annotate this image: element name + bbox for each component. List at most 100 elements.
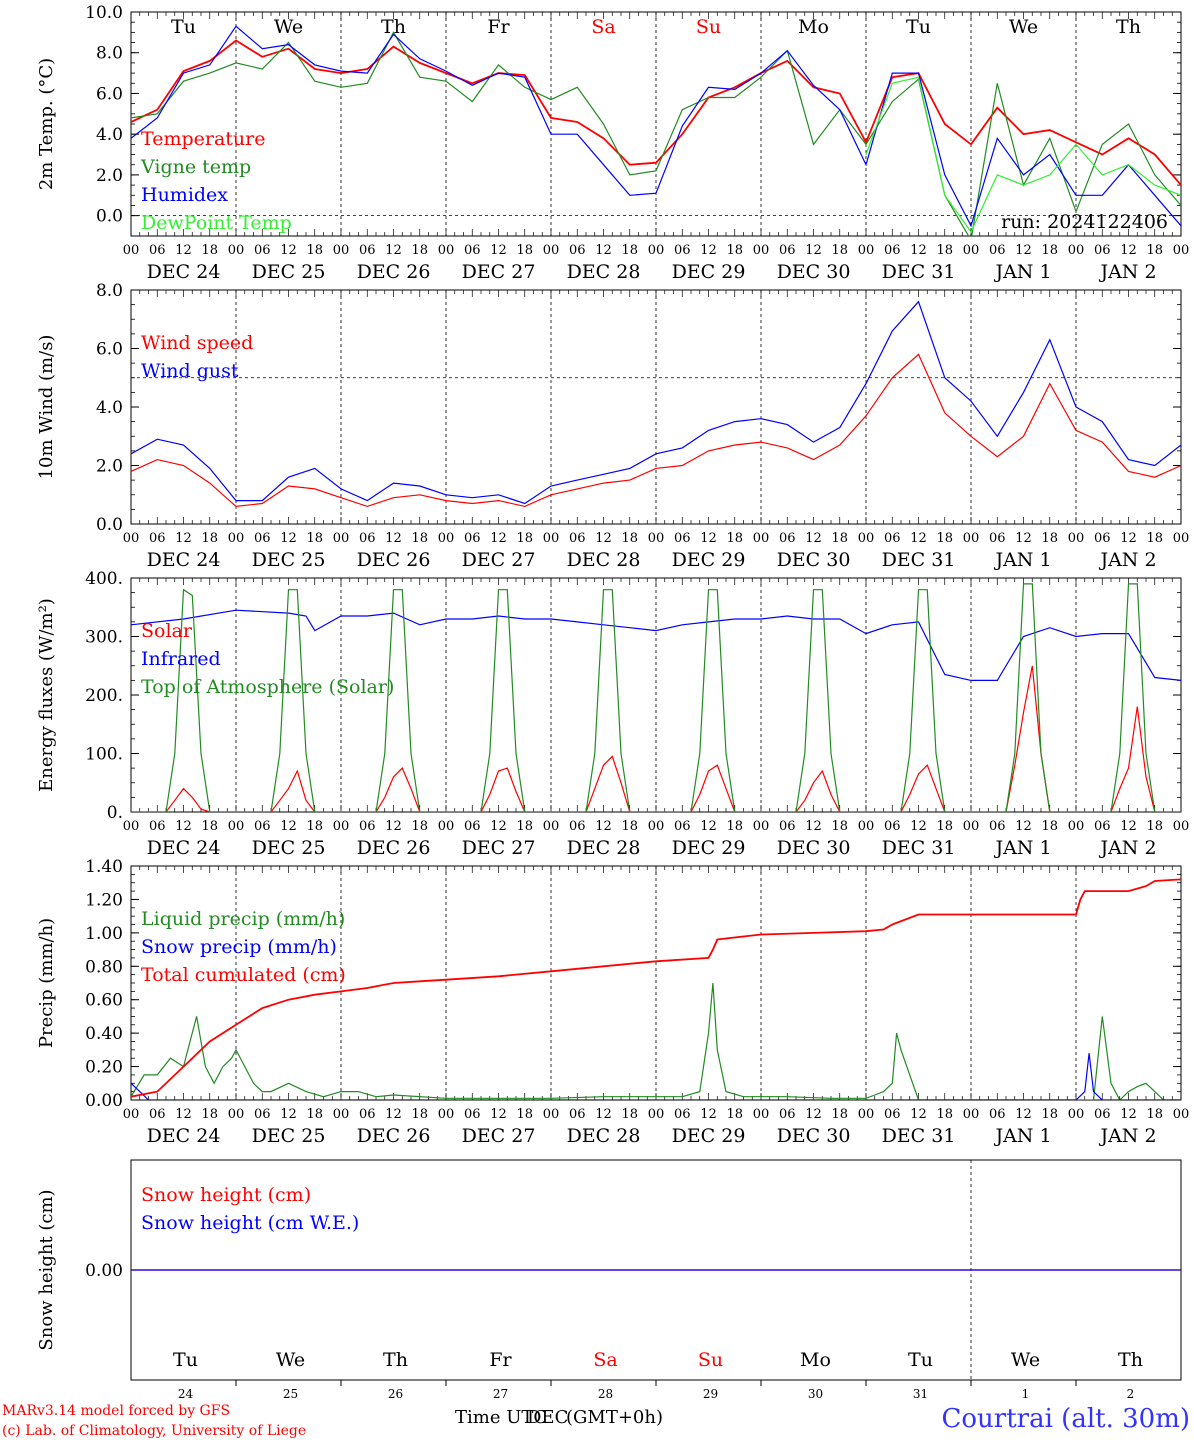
hour-label: 00 [438,531,455,546]
date-label: DEC 24 [147,549,221,571]
legend-entry: Snow height (cm) [141,1184,311,1206]
hour-label: 12 [175,243,192,258]
hour-label: 00 [648,819,665,834]
hour-label: 06 [989,243,1006,258]
date-label: DEC 25 [252,1125,326,1147]
hour-label: 00 [228,819,245,834]
hour-label: 12 [910,1107,927,1122]
date-label: DEC 29 [672,549,746,571]
y-tick-label: 8.0 [96,44,123,64]
y-tick-label: 0.00 [85,1261,123,1281]
legend-entry: Wind gust [141,360,239,382]
day-number-label: 30 [808,1387,823,1401]
weekday-label: Mo [798,16,829,38]
hour-label: 00 [1173,819,1190,834]
hour-label: 06 [569,243,586,258]
hour-label: 00 [438,1107,455,1122]
hour-label: 00 [858,819,875,834]
hour-label: 18 [831,531,848,546]
plot-frame [130,11,1182,237]
y-tick-label: 400. [85,569,123,589]
hour-label: 18 [1041,531,1058,546]
hour-label: 00 [543,819,560,834]
weekday-label: We [276,1349,305,1371]
day-number-label: 2 [1127,1387,1135,1401]
hour-label: 18 [621,819,638,834]
hour-label: 06 [359,1107,376,1122]
chart-panels: 0.02.04.06.08.010.02m Temp. (°C) Temperat… [36,3,1189,1401]
y-tick-label: 0.0 [96,207,123,227]
credit-line-1: MARv3.14 model forced by GFS [2,1403,230,1419]
date-label: DEC 28 [567,837,641,859]
hour-label: 18 [516,1107,533,1122]
legend-entry: DewPoint Temp [141,212,292,234]
weekday-label: Th [383,1349,408,1371]
hour-label: 06 [359,819,376,834]
hour-label: 00 [228,1107,245,1122]
y-tick-label: 0.20 [85,1058,123,1078]
time-label-c: (GMT+0h) [566,1407,663,1428]
date-label: DEC 30 [777,1125,851,1147]
hour-label: 18 [726,243,743,258]
weekday-label: We [274,16,303,38]
day-number-label: 27 [493,1387,508,1401]
weekday-label: We [1011,1349,1040,1371]
hour-label: 06 [254,531,271,546]
hour-label: 00 [963,243,980,258]
date-label: DEC 28 [567,549,641,571]
hour-label: 06 [1094,1107,1111,1122]
series-line [131,982,1181,1100]
hour-label: 18 [201,1107,218,1122]
date-label: JAN 2 [1098,549,1156,571]
series-line [131,353,1181,508]
panel-flux: 0. 100. 200. 300. 400. Energy fluxes (W/m²) So… [36,569,1189,859]
hour-label: 12 [700,1107,717,1122]
hour-label: 12 [910,243,927,258]
hour-label: 06 [884,1107,901,1122]
hour-label: 00 [648,531,665,546]
hour-label: 18 [621,531,638,546]
date-label: DEC 25 [252,837,326,859]
date-label: DEC 30 [777,837,851,859]
hour-label: 18 [516,531,533,546]
time-label-b: DEC [527,1407,568,1428]
hour-label: 12 [595,531,612,546]
hour-label: 12 [280,819,297,834]
date-label: DEC 29 [672,261,746,283]
weekday-label: Su [698,1349,723,1371]
hour-label: 18 [726,1107,743,1122]
hour-label: 12 [1015,531,1032,546]
hour-label: 12 [280,1107,297,1122]
legend-entry: Snow precip (mm/h) [141,936,337,958]
hour-label: 00 [963,1107,980,1122]
hour-label: 18 [201,819,218,834]
hour-label: 00 [438,819,455,834]
date-label: DEC 25 [252,261,326,283]
hour-label: 00 [753,819,770,834]
y-tick-label: 0.0 [96,515,123,535]
hour-label: 06 [464,1107,481,1122]
hour-label: 18 [411,531,428,546]
hour-label: 06 [149,819,166,834]
hour-label: 06 [779,819,796,834]
day-number-label: 29 [703,1387,718,1401]
hour-label: 12 [700,819,717,834]
hour-label: 00 [123,1107,140,1122]
hour-label: 00 [648,243,665,258]
y-tick-label: 1.00 [85,924,123,944]
y-axis-label: Energy fluxes (W/m²) [36,598,57,792]
date-label: DEC 26 [357,549,431,571]
series-line [131,878,1181,1098]
hour-label: 06 [359,243,376,258]
hour-label: 06 [569,819,586,834]
hour-label: 00 [438,243,455,258]
date-label: JAN 2 [1098,1125,1156,1147]
hour-label: 06 [464,531,481,546]
hour-label: 06 [569,1107,586,1122]
hour-label: 06 [1094,243,1111,258]
hour-label: 18 [726,531,743,546]
hour-label: 18 [831,1107,848,1122]
hour-label: 00 [333,243,350,258]
legend-entry: Temperature [141,128,265,150]
weekday-label: Tu [173,1349,198,1371]
